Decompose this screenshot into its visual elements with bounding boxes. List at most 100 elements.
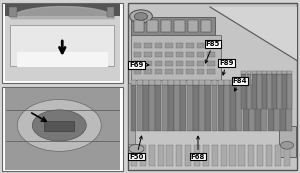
Bar	[236, 80, 242, 85]
Bar	[238, 145, 245, 166]
Bar	[186, 61, 194, 66]
Text: F85: F85	[205, 41, 220, 63]
Bar	[184, 145, 191, 166]
Bar	[247, 71, 251, 74]
Bar	[277, 74, 282, 109]
Bar	[242, 74, 246, 109]
Bar	[193, 80, 199, 85]
Bar	[252, 71, 256, 74]
Text: F68: F68	[191, 136, 205, 160]
Circle shape	[130, 10, 152, 23]
Bar	[252, 74, 256, 109]
Bar	[212, 85, 218, 131]
Bar	[272, 74, 277, 109]
Bar	[144, 61, 152, 66]
Bar	[230, 145, 236, 166]
Bar	[277, 71, 282, 74]
Bar	[242, 71, 246, 74]
Bar	[165, 43, 172, 48]
Bar	[130, 145, 137, 166]
Bar	[255, 85, 261, 131]
Bar	[282, 74, 287, 109]
Bar	[186, 43, 194, 48]
Ellipse shape	[32, 110, 86, 141]
Bar	[196, 61, 204, 66]
Bar	[130, 35, 220, 80]
Text: F84: F84	[233, 78, 247, 91]
Bar	[282, 71, 287, 74]
Bar	[130, 80, 136, 85]
Bar	[274, 85, 280, 131]
Bar	[220, 145, 227, 166]
Bar	[261, 80, 267, 85]
Bar	[167, 145, 173, 166]
Bar	[144, 69, 152, 74]
Bar	[186, 69, 194, 74]
Ellipse shape	[17, 99, 101, 151]
Bar	[274, 145, 281, 166]
Bar	[249, 80, 255, 85]
Bar	[154, 52, 162, 57]
Bar	[11, 25, 114, 66]
Bar	[160, 20, 171, 32]
Bar	[272, 71, 277, 74]
Bar	[199, 85, 205, 131]
Bar	[261, 85, 267, 131]
Bar	[154, 61, 162, 66]
Bar	[267, 71, 272, 74]
Bar	[230, 80, 236, 85]
Bar	[140, 145, 146, 166]
Bar	[9, 7, 16, 17]
Bar	[154, 69, 162, 74]
Bar	[199, 80, 205, 85]
Bar	[168, 80, 174, 85]
Bar	[174, 85, 180, 131]
Bar	[196, 69, 204, 74]
Bar	[207, 61, 214, 66]
Circle shape	[129, 144, 144, 153]
Bar	[280, 85, 286, 131]
Text: F50: F50	[129, 136, 144, 160]
Bar	[4, 88, 120, 170]
Bar	[149, 85, 155, 131]
Bar	[202, 145, 209, 166]
Bar	[243, 80, 249, 85]
Polygon shape	[210, 7, 297, 61]
Bar	[280, 80, 286, 85]
Bar	[137, 85, 143, 131]
Bar	[2, 86, 123, 171]
Bar	[187, 85, 193, 131]
Bar	[2, 3, 123, 83]
Bar	[255, 80, 261, 85]
Bar	[174, 80, 180, 85]
Bar	[154, 43, 162, 48]
Bar	[174, 20, 184, 32]
Bar	[130, 85, 136, 131]
Bar	[165, 52, 172, 57]
Text: F69: F69	[129, 62, 149, 68]
Bar	[212, 145, 218, 166]
Bar	[128, 83, 135, 144]
Bar	[224, 80, 230, 85]
Bar	[268, 80, 274, 85]
Bar	[168, 85, 174, 131]
Bar	[212, 80, 218, 85]
Bar	[284, 145, 290, 166]
Bar	[165, 69, 172, 74]
Bar	[176, 52, 183, 57]
Bar	[147, 20, 158, 32]
Bar	[180, 85, 186, 131]
Bar	[218, 85, 224, 131]
Bar	[143, 85, 149, 131]
Bar	[194, 145, 200, 166]
Bar	[162, 85, 168, 131]
Bar	[287, 74, 292, 109]
Bar	[257, 71, 262, 74]
Bar	[249, 85, 255, 131]
Bar	[286, 85, 292, 131]
Bar	[165, 61, 172, 66]
Bar	[4, 4, 120, 81]
Bar	[201, 20, 211, 32]
Bar	[266, 145, 272, 166]
Bar	[162, 80, 168, 85]
